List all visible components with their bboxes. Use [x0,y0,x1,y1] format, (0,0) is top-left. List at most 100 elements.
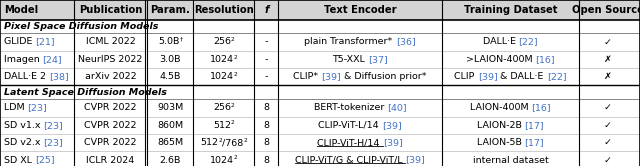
Text: SD v1.x: SD v1.x [4,121,44,130]
Text: [17]: [17] [525,121,544,130]
Text: BERT-tokenizer: BERT-tokenizer [314,103,387,112]
Text: 2: 2 [231,37,234,42]
Text: 2: 2 [234,155,237,160]
Text: [24]: [24] [43,55,62,64]
Text: [39]: [39] [405,156,425,165]
Text: CVPR 2022: CVPR 2022 [84,121,137,130]
Text: [23]: [23] [44,121,63,130]
Text: 5.0B: 5.0B [158,37,179,46]
Text: 256: 256 [213,103,231,112]
Text: [40]: [40] [387,103,406,112]
Text: Imagen: Imagen [4,55,43,64]
Text: [17]: [17] [525,138,544,147]
Text: /768: /768 [222,138,243,147]
Text: plain Transformer*: plain Transformer* [305,37,396,46]
Text: [39]: [39] [383,138,403,147]
Bar [0,99,640,117]
Text: >LAION-400M: >LAION-400M [466,55,536,64]
Text: 903M: 903M [157,103,184,112]
Bar [0,20,640,33]
Text: [37]: [37] [368,55,388,64]
Text: 1024: 1024 [210,156,234,165]
Text: 2: 2 [231,103,234,108]
Text: ✓: ✓ [604,121,612,130]
Text: [36]: [36] [396,37,415,46]
Text: 2: 2 [234,54,237,60]
Text: 8: 8 [263,138,269,147]
Text: 256: 256 [213,37,231,46]
Text: DALL·E 2: DALL·E 2 [4,72,49,81]
Text: ✓: ✓ [604,138,612,147]
Text: Pixel Space Diffusion Models: Pixel Space Diffusion Models [4,22,158,31]
Text: [38]: [38] [49,72,68,81]
Text: 2: 2 [231,120,234,125]
Text: 2: 2 [234,72,237,77]
Text: [16]: [16] [531,103,551,112]
Bar [0,151,640,166]
Text: [21]: [21] [35,37,55,46]
Text: 1024: 1024 [210,72,234,81]
Text: [39]: [39] [477,72,497,81]
Text: Publication: Publication [79,5,142,15]
Text: [22]: [22] [547,72,566,81]
Text: -: - [264,55,268,64]
Text: Latent Space Diffusion Models: Latent Space Diffusion Models [4,88,166,97]
Text: LAION-2B: LAION-2B [477,121,525,130]
Text: [23]: [23] [28,103,47,112]
Text: CLIP: CLIP [454,72,477,81]
Text: [22]: [22] [518,37,538,46]
Text: ICLR 2024: ICLR 2024 [86,156,134,165]
Text: CLIP-ViT/G & CLIP-ViT/L: CLIP-ViT/G & CLIP-ViT/L [295,156,405,165]
Text: CLIP-ViT-H/14: CLIP-ViT-H/14 [317,138,383,147]
Bar [0,117,640,134]
Text: †: † [179,37,182,42]
Bar [0,0,640,20]
Text: CLIP-ViT-L/14: CLIP-ViT-L/14 [318,121,382,130]
Text: ✗: ✗ [604,55,612,64]
Text: Resolution: Resolution [194,5,253,15]
Bar [0,68,640,85]
Bar [0,33,640,51]
Text: CVPR 2022: CVPR 2022 [84,103,137,112]
Text: 865M: 865M [157,138,183,147]
Text: -: - [264,37,268,46]
Text: 2: 2 [243,138,247,143]
Text: 8: 8 [263,121,269,130]
Text: & DALL·E: & DALL·E [497,72,547,81]
Text: 860M: 860M [157,121,183,130]
Text: GLIDE: GLIDE [4,37,35,46]
Text: ✓: ✓ [604,156,612,165]
Text: 4.5B: 4.5B [159,72,181,81]
Text: 2: 2 [218,138,222,143]
Text: [39]: [39] [382,121,402,130]
Text: & Diffusion prior*: & Diffusion prior* [341,72,427,81]
Text: arXiv 2022: arXiv 2022 [84,72,136,81]
Text: [39]: [39] [321,72,341,81]
Text: SD v2.x: SD v2.x [4,138,44,147]
Text: DALL·E: DALL·E [483,37,518,46]
Text: Text Encoder: Text Encoder [324,5,396,15]
Text: ✗: ✗ [604,72,612,81]
Text: 512: 512 [213,121,231,130]
Text: [16]: [16] [536,55,555,64]
Bar [0,134,640,151]
Text: LDM: LDM [4,103,28,112]
Text: CVPR 2022: CVPR 2022 [84,138,137,147]
Text: internal dataset: internal dataset [472,156,548,165]
Text: [25]: [25] [35,156,54,165]
Text: ✓: ✓ [604,103,612,112]
Bar [0,51,640,68]
Text: SD XL: SD XL [4,156,35,165]
Bar [0,85,640,99]
Text: T5-XXL: T5-XXL [332,55,368,64]
Text: -: - [264,72,268,81]
Text: LAION-5B: LAION-5B [477,138,525,147]
Text: CLIP*: CLIP* [293,72,321,81]
Text: Param.: Param. [150,5,190,15]
Text: NeurIPS 2022: NeurIPS 2022 [78,55,143,64]
Text: 2.6B: 2.6B [159,156,181,165]
Text: 8: 8 [263,103,269,112]
Text: f: f [264,5,268,15]
Text: Model: Model [4,5,38,15]
Text: 8: 8 [263,156,269,165]
